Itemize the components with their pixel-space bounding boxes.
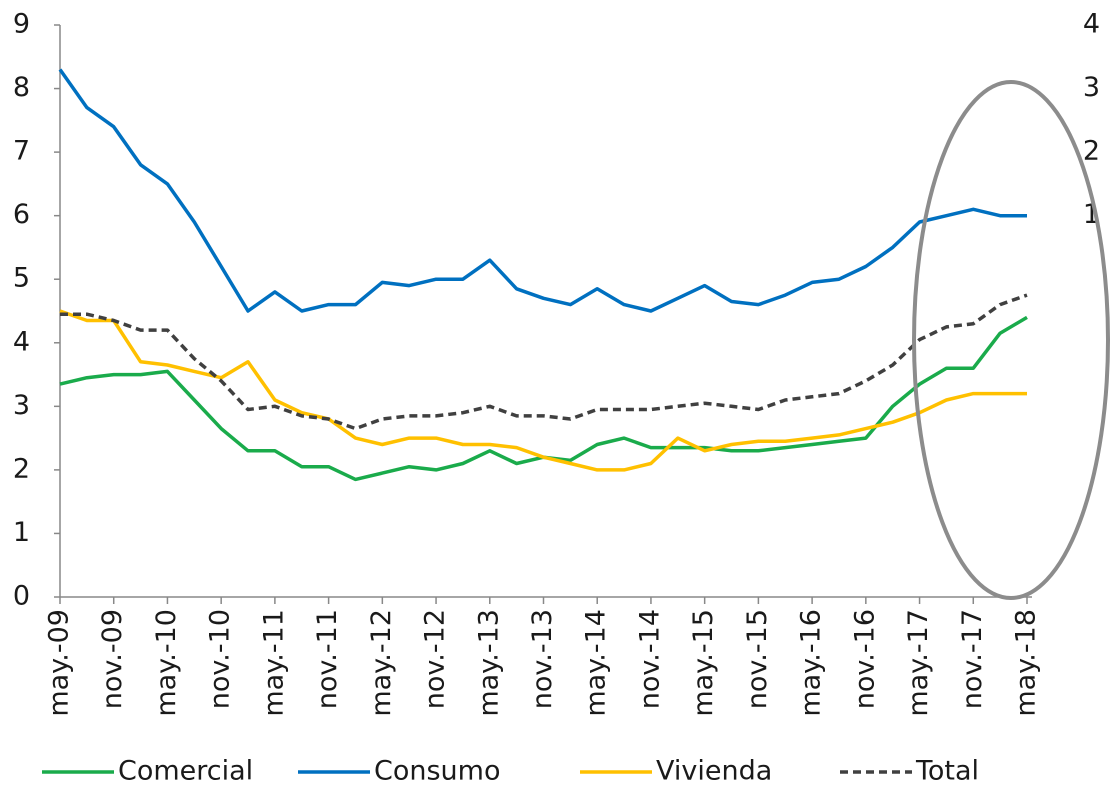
y-tick-label: 6 <box>13 199 30 230</box>
y-tick-label: 8 <box>13 72 30 103</box>
series-line <box>60 293 1028 431</box>
legend-label: Total <box>915 756 979 787</box>
x-tick-label: may.-12 <box>366 609 397 717</box>
x-tick-label: nov.-12 <box>420 609 451 709</box>
y2-tick-label: 2 <box>1083 136 1100 167</box>
y2-tick-label: 4 <box>1083 9 1100 40</box>
legend-label: Vivienda <box>656 756 772 787</box>
x-tick-label: nov.-17 <box>957 609 988 709</box>
x-tick-label: nov.-09 <box>97 609 128 709</box>
legend-label: Consumo <box>374 756 500 787</box>
x-tick-label: may.-15 <box>688 609 719 717</box>
y-tick-label: 9 <box>13 9 30 40</box>
x-tick-label: may.-11 <box>258 609 289 717</box>
x-tick-label: nov.-16 <box>849 609 880 709</box>
y-tick-label: 7 <box>13 136 30 167</box>
x-tick-label: may.-13 <box>473 609 504 717</box>
y-tick-label: 1 <box>13 517 30 548</box>
y2-tick-label: 3 <box>1083 72 1100 103</box>
y-tick-label: 3 <box>13 390 30 421</box>
x-tick-label: nov.-10 <box>205 609 236 709</box>
x-tick-label: nov.-13 <box>527 609 558 709</box>
x-tick-label: nov.-14 <box>634 609 665 709</box>
x-tick-label: may.-14 <box>581 609 612 717</box>
x-tick-label: may.-16 <box>796 609 827 717</box>
series-line <box>59 309 1027 472</box>
y-tick-label: 0 <box>13 581 30 612</box>
x-tick-label: may.-10 <box>151 609 182 717</box>
x-tick-label: nov.-15 <box>742 609 773 709</box>
x-tick-label: nov.-11 <box>312 609 343 709</box>
y-tick-label: 2 <box>13 453 30 484</box>
x-tick-label: may.-17 <box>903 609 934 717</box>
y-tick-label: 4 <box>13 326 30 357</box>
y-tick-label: 5 <box>13 263 30 294</box>
legend-label: Comercial <box>118 756 253 787</box>
series-line <box>58 68 1027 313</box>
series-line <box>59 315 1028 482</box>
highlight-ellipse <box>912 80 1110 600</box>
x-tick-label: may.-09 <box>44 609 75 717</box>
x-tick-label: may.-18 <box>1011 609 1042 717</box>
